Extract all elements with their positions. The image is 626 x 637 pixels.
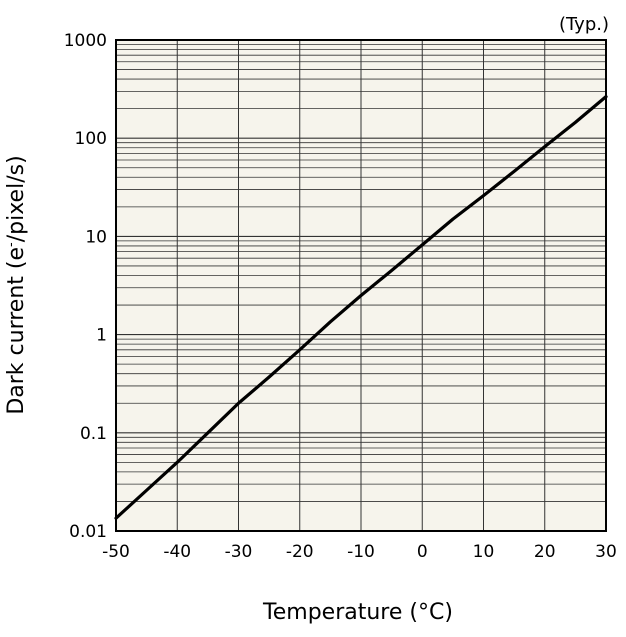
typ-annotation: (Typ.) [559, 14, 609, 35]
x-axis-tick-labels: -50 -40 -30 -20 -10 0 10 20 30 [102, 542, 617, 562]
x-axis-title: Temperature (°C) [262, 600, 453, 625]
x-tick-label: -40 [163, 542, 191, 562]
y-axis-title: Dark current (e-/pixel/s) [4, 155, 29, 414]
y-axis-title-main: Dark current (e [4, 247, 29, 415]
x-tick-label: -20 [286, 542, 314, 562]
plot-frame [115, 39, 607, 532]
y-tick-label: 1 [96, 326, 107, 346]
x-tick-label: -50 [102, 542, 130, 562]
dark-current-curve [114, 95, 608, 520]
x-tick-label: -10 [347, 542, 375, 562]
y-axis-tick-labels: 0.01 0.1 1 10 100 1000 [64, 31, 107, 542]
y-axis-title-tail: /pixel/s) [4, 155, 29, 242]
x-tick-label: 0 [417, 542, 428, 562]
y-axis-title-superscript: - [4, 242, 19, 247]
x-tick-label: -30 [225, 542, 253, 562]
y-tick-label: 0.01 [69, 522, 107, 542]
x-tick-label: 20 [534, 542, 556, 562]
y-tick-label: 100 [75, 129, 107, 149]
y-tick-label: 1000 [64, 31, 107, 51]
y-tick-label: 10 [85, 227, 107, 247]
y-tick-label: 0.1 [80, 424, 107, 444]
x-tick-label: 10 [473, 542, 495, 562]
x-tick-label: 30 [595, 542, 617, 562]
